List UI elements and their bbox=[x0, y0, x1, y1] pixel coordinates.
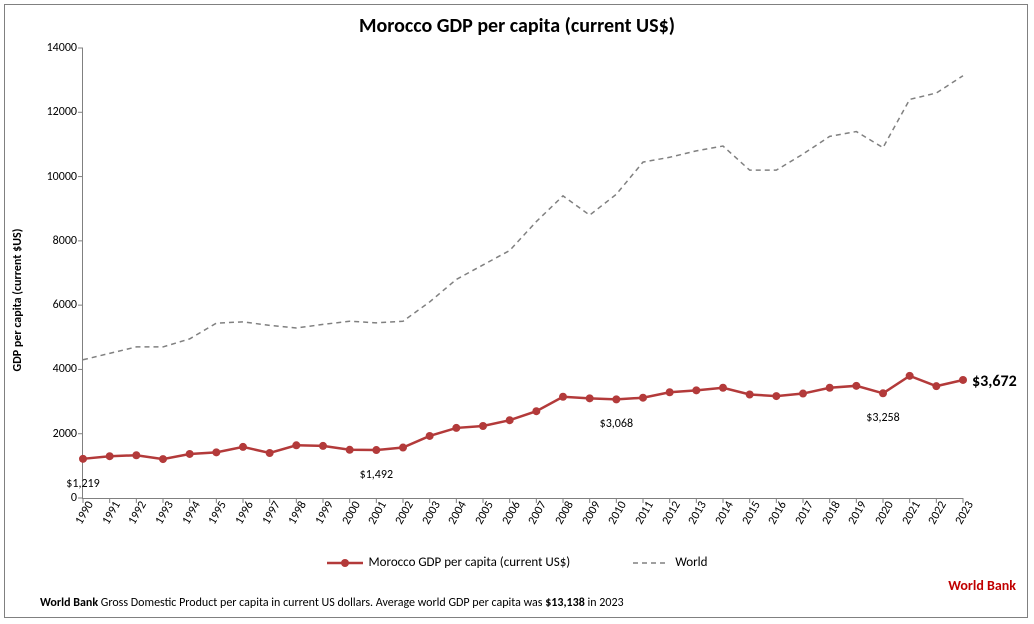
footer-figure: $13,138 bbox=[545, 596, 585, 610]
legend-swatch-morocco bbox=[327, 556, 363, 570]
footer-mid: Gross Domestic Product per capita in cur… bbox=[98, 596, 545, 610]
legend-swatch-world bbox=[633, 556, 669, 570]
plot-svg bbox=[83, 48, 963, 498]
y-tick-label: 14000 bbox=[47, 41, 77, 55]
footer-suffix: in 2023 bbox=[585, 596, 624, 610]
plot-area: 0200040006000800010000120001400019901991… bbox=[82, 48, 963, 499]
y-axis-label: GDP per capita (current $US) bbox=[11, 229, 25, 372]
footer-note: World Bank Gross Domestic Product per ca… bbox=[40, 596, 624, 610]
y-tick-label: 8000 bbox=[53, 234, 77, 248]
source-label: World Bank bbox=[948, 577, 1016, 594]
y-tick-label: 4000 bbox=[53, 362, 77, 376]
y-tick-label: 10000 bbox=[47, 170, 77, 184]
legend-item-morocco: Morocco GDP per capita (current US$) bbox=[327, 555, 571, 570]
y-tick-label: 2000 bbox=[53, 427, 77, 441]
y-tick-label: 6000 bbox=[53, 298, 77, 312]
final-data-label: $3,672 bbox=[972, 372, 1017, 391]
footer-prefix: World Bank bbox=[40, 596, 98, 610]
y-tick-label: 0 bbox=[71, 491, 77, 505]
y-tick-label: 12000 bbox=[47, 105, 77, 119]
legend: Morocco GDP per capita (current US$) Wor… bbox=[0, 555, 1034, 574]
legend-item-world: World bbox=[633, 555, 707, 570]
chart-title: Morocco GDP per capita (current US$) bbox=[0, 14, 1034, 38]
legend-label-morocco: Morocco GDP per capita (current US$) bbox=[369, 555, 571, 570]
legend-label-world: World bbox=[675, 555, 707, 570]
